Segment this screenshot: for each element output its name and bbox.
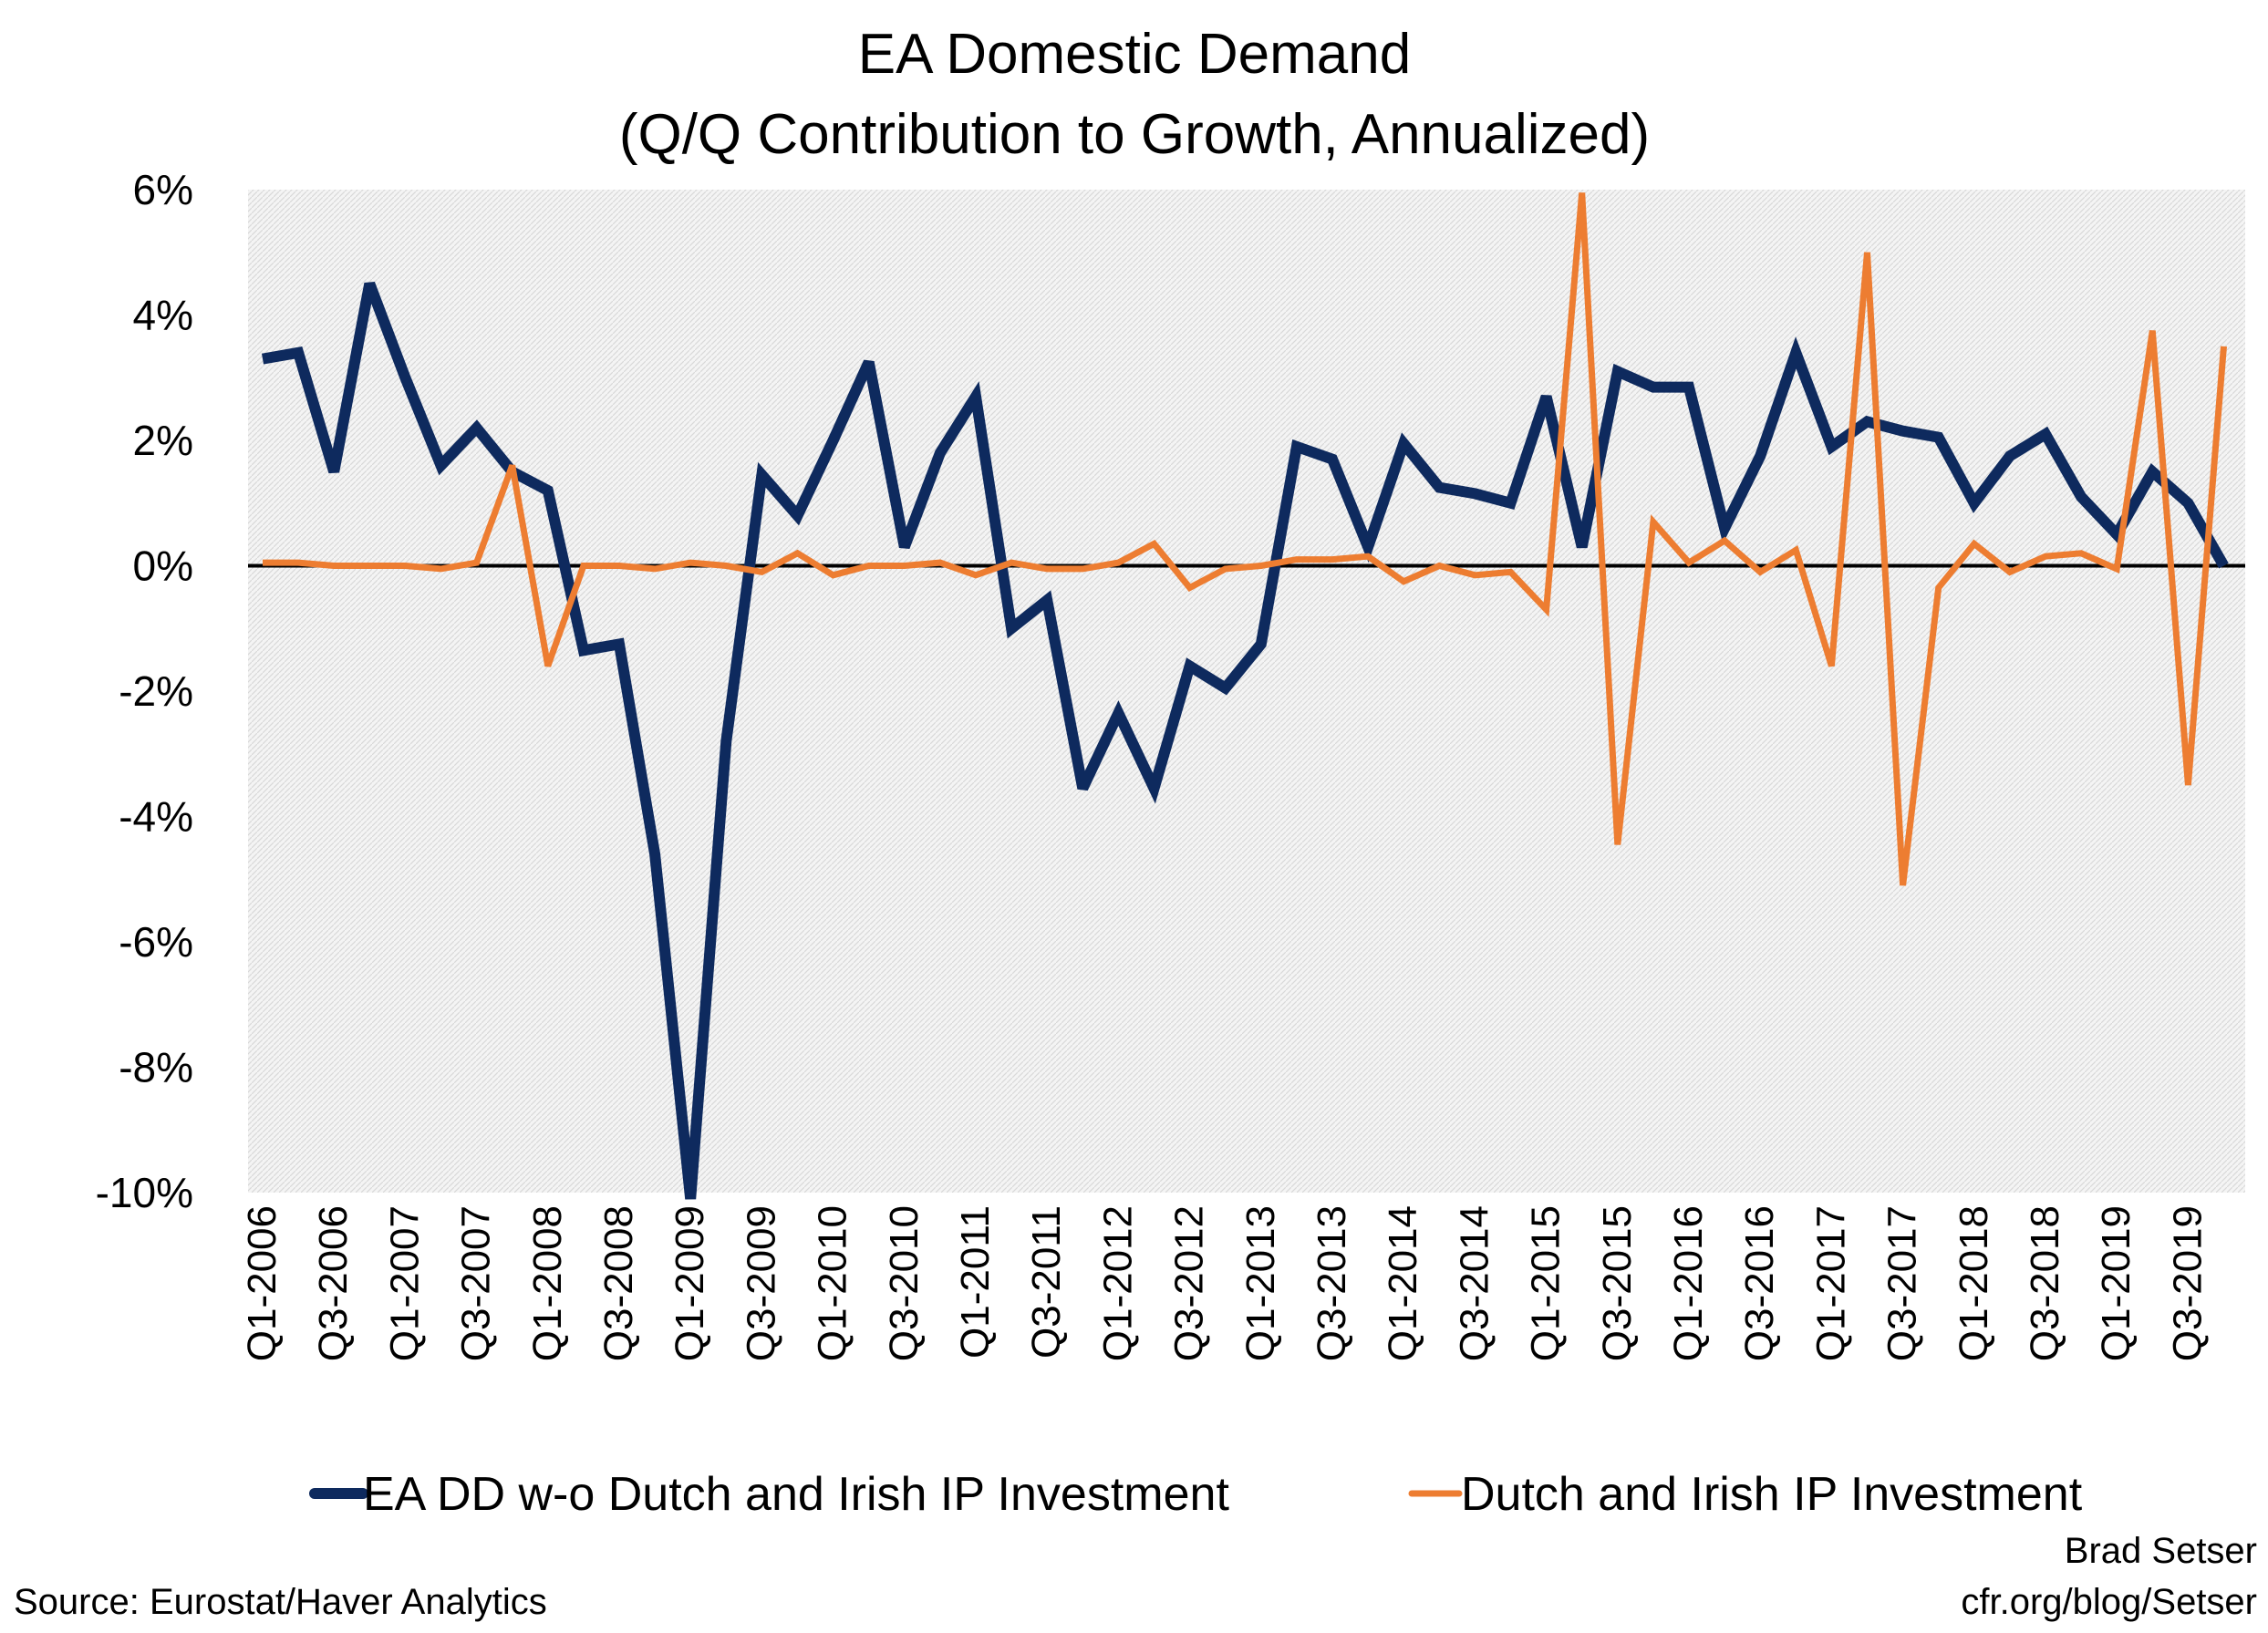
- x-tick-label: Q3-2018: [2023, 1205, 2067, 1361]
- x-tick-label: Q1-2017: [1808, 1205, 1853, 1361]
- y-tick-label: 4%: [133, 292, 193, 339]
- y-axis: 6% 4% 2% 0% -2% -4% -6% -8% -10%: [96, 166, 193, 1216]
- x-tick-label: Q1-2019: [2094, 1205, 2139, 1361]
- series-lines: [261, 192, 2229, 1200]
- series-line-dutch-irish: [263, 192, 2227, 886]
- x-tick-label: Q1-2014: [1381, 1205, 1425, 1361]
- x-tick-label: Q1-2009: [668, 1205, 712, 1361]
- y-tick-label: -2%: [119, 667, 193, 715]
- y-tick-label: -4%: [119, 793, 193, 841]
- x-tick-label: Q3-2006: [311, 1205, 356, 1361]
- x-tick-label: Q1-2018: [1952, 1205, 1996, 1361]
- legend-label-ea-dd: EA DD w-o Dutch and Irish IP Investment: [363, 1468, 1229, 1521]
- y-tick-label: -8%: [119, 1044, 193, 1091]
- author-note: Brad Setser: [2065, 1531, 2257, 1571]
- x-tick-label: Q3-2009: [739, 1205, 783, 1361]
- x-tick-label: Q1-2010: [811, 1205, 855, 1361]
- x-tick-label: Q1-2011: [953, 1205, 998, 1359]
- x-tick-label: Q1-2012: [1095, 1205, 1140, 1361]
- y-tick-label: -6%: [119, 918, 193, 966]
- x-tick-label: Q3-2017: [1880, 1205, 1925, 1361]
- x-tick-label: Q3-2007: [454, 1205, 499, 1361]
- x-tick-label: Q3-2016: [1737, 1205, 1782, 1361]
- x-tick-label: Q3-2014: [1452, 1205, 1496, 1361]
- legend-label-dutch-irish: Dutch and Irish IP Investment: [1461, 1468, 2083, 1521]
- plot-area: [248, 190, 2245, 1193]
- x-tick-label: Q1-2013: [1238, 1205, 1283, 1361]
- x-tick-label: Q3-2008: [596, 1205, 641, 1361]
- series-line-ea-dd: [261, 281, 2229, 1200]
- x-tick-label: Q1-2015: [1524, 1205, 1569, 1361]
- x-tick-label: Q3-2010: [882, 1205, 927, 1361]
- y-tick-label: 0%: [133, 543, 193, 590]
- x-tick-label: Q1-2007: [382, 1205, 427, 1361]
- chart-title: EA Domestic Demand: [858, 23, 1411, 86]
- x-tick-label: Q1-2016: [1666, 1205, 1711, 1361]
- x-tick-label: Q3-2013: [1310, 1205, 1354, 1361]
- y-tick-label: -10%: [96, 1169, 193, 1216]
- x-tick-label: Q1-2008: [525, 1205, 570, 1361]
- y-tick-label: 6%: [133, 166, 193, 213]
- chart-subtitle: (Q/Q Contribution to Growth, Annualized): [619, 103, 1650, 166]
- source-note: Source: Eurostat/Haver Analytics: [14, 1582, 547, 1622]
- y-tick-label: 2%: [133, 417, 193, 464]
- x-tick-label: Q3-2019: [2165, 1205, 2210, 1361]
- legend: EA DD w-o Dutch and Irish IP Investment …: [309, 1468, 2083, 1521]
- x-tick-label: Q3-2011: [1024, 1205, 1069, 1359]
- x-tick-label: Q3-2012: [1167, 1205, 1212, 1361]
- x-axis: Q1-2006 Q3-2006 Q1-2007 Q3-2007 Q1-2008 Q3-20…: [240, 1205, 2210, 1361]
- x-tick-label: Q3-2015: [1595, 1205, 1640, 1361]
- x-tick-label: Q1-2006: [240, 1205, 285, 1361]
- url-note: cfr.org/blog/Setser: [1961, 1582, 2257, 1622]
